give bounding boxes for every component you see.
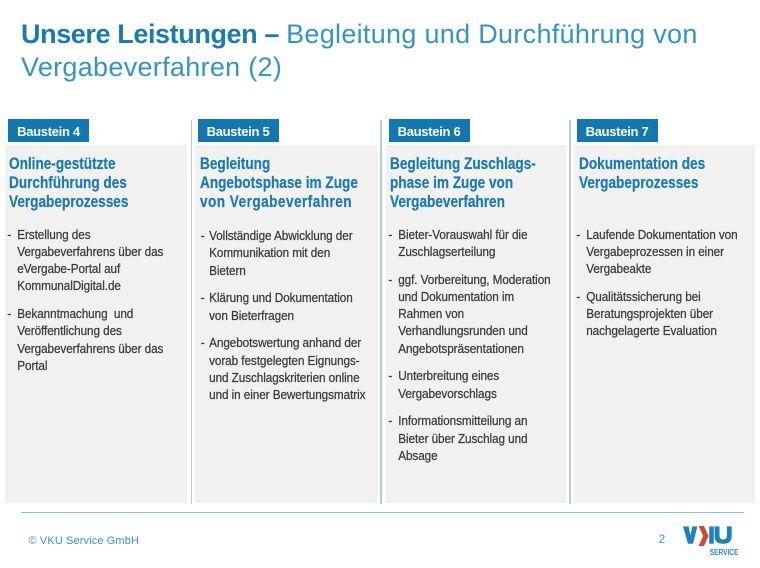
svg-text:SERVICE: SERVICE: [710, 547, 739, 557]
